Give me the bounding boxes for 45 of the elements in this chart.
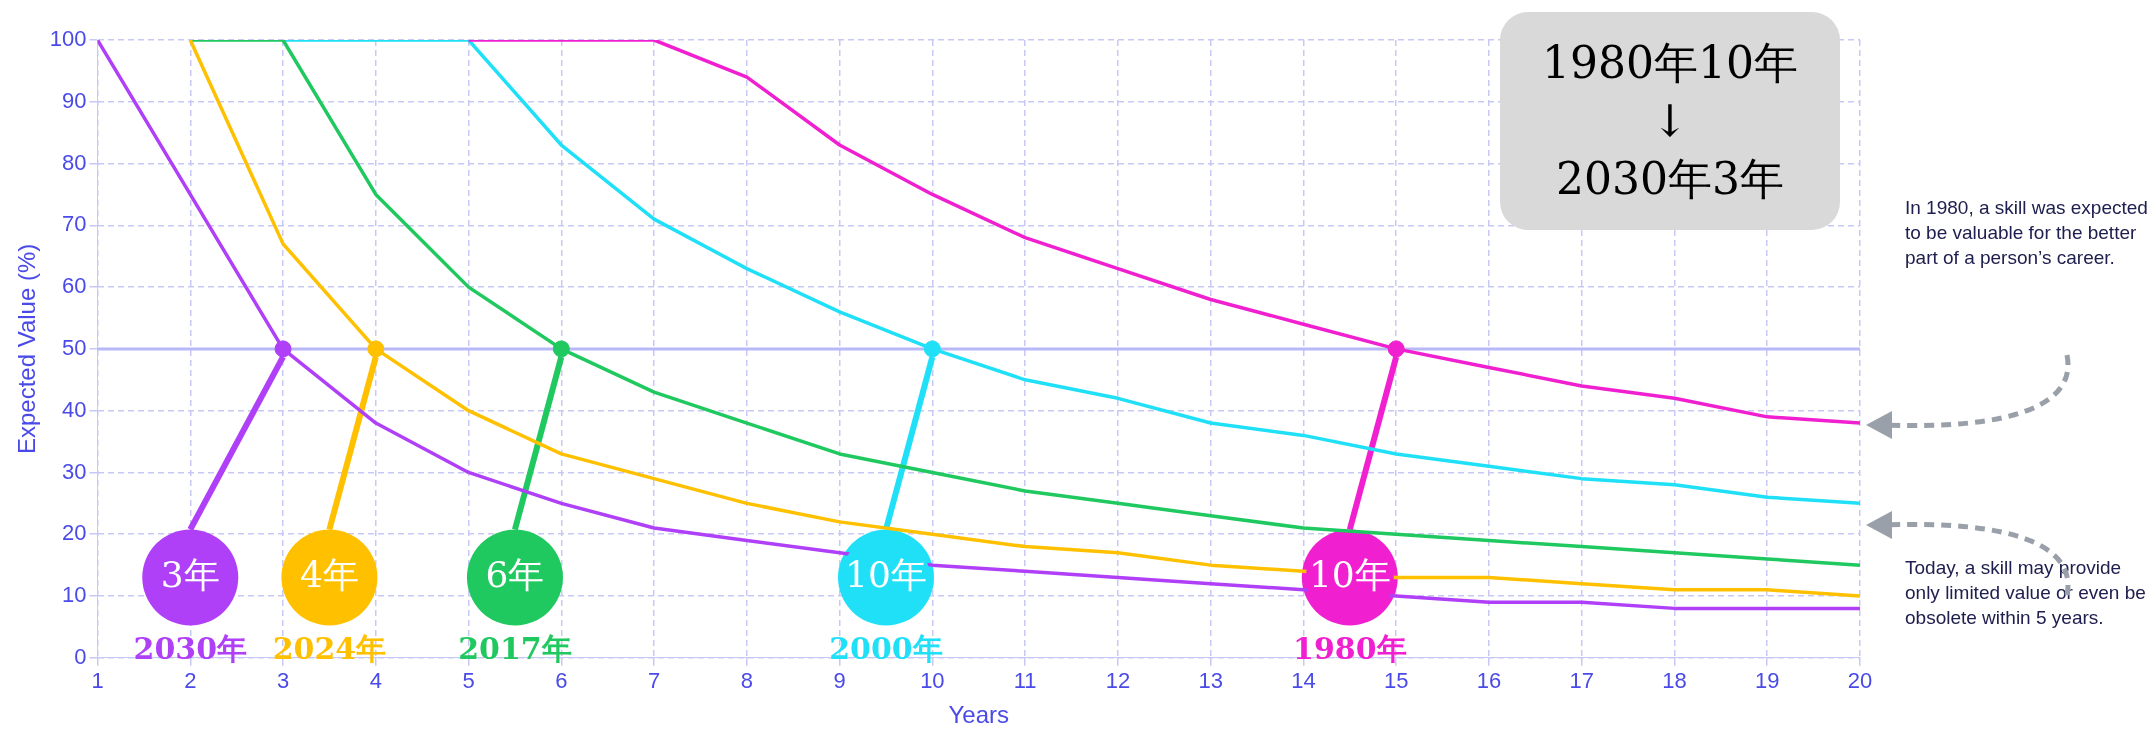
y-tick-label: 50: [62, 334, 87, 360]
x-tick-label: 15: [1383, 668, 1409, 694]
text: In 1980, a skill was expected to be valuable for the better part of a person’s career.: [1905, 196, 2149, 270]
y-axis-title: Expected Value (%): [13, 243, 41, 455]
annotation: 1980年10年 ↓ 2030年3年: [1500, 12, 1840, 230]
x-tick-label: 18: [1662, 668, 1687, 694]
text: 2024年: [272, 631, 387, 667]
x-tick-label: 17: [1569, 668, 1594, 694]
y-tick-label: 70: [62, 211, 87, 237]
y-tick-label: 30: [62, 458, 87, 484]
x-tick-label: 1: [91, 668, 104, 694]
x-tick-label: 12: [1105, 668, 1131, 694]
x-axis-title: Years: [948, 701, 1009, 729]
x-tick-label: 14: [1291, 668, 1316, 694]
x-tick-label: 11: [1013, 668, 1037, 694]
x-tick-label: 2: [184, 668, 197, 694]
x-tick-label: 10: [920, 668, 945, 694]
text: 2000年: [829, 631, 943, 667]
x-tick-label: 3: [276, 668, 290, 694]
x-tick-label: 8: [740, 668, 753, 694]
y-tick-label: 20: [62, 520, 87, 546]
x-tick-label: 13: [1198, 668, 1223, 694]
text: 2017年: [458, 631, 572, 667]
x-tick-label: 19: [1754, 668, 1780, 694]
y-tick-label: 100: [49, 26, 87, 52]
text: 2030年: [133, 631, 248, 667]
x-tick-label: 4: [369, 668, 382, 694]
text: 1980年: [1293, 631, 1407, 667]
y-tick-label: 10: [62, 582, 87, 608]
annotation: 10年: [1308, 553, 1391, 595]
annotation: 4年: [299, 553, 359, 595]
annotation: 3年: [160, 553, 220, 595]
x-tick-label: 16: [1476, 668, 1502, 694]
x-tick-label: 20: [1847, 668, 1873, 694]
x-tick-label: 6: [555, 668, 568, 694]
y-tick-label: 60: [62, 273, 87, 299]
x-tick-label: 7: [647, 668, 661, 694]
y-tick-label: 40: [62, 396, 87, 422]
y-tick-label: 90: [62, 87, 87, 113]
annotation: 6年: [485, 553, 545, 595]
x-tick-label: 9: [833, 668, 846, 694]
annotation: 10年: [845, 553, 927, 595]
y-tick-label: 80: [62, 149, 87, 175]
x-tick-label: 5: [462, 668, 475, 694]
y-tick-label: 0: [74, 643, 87, 669]
